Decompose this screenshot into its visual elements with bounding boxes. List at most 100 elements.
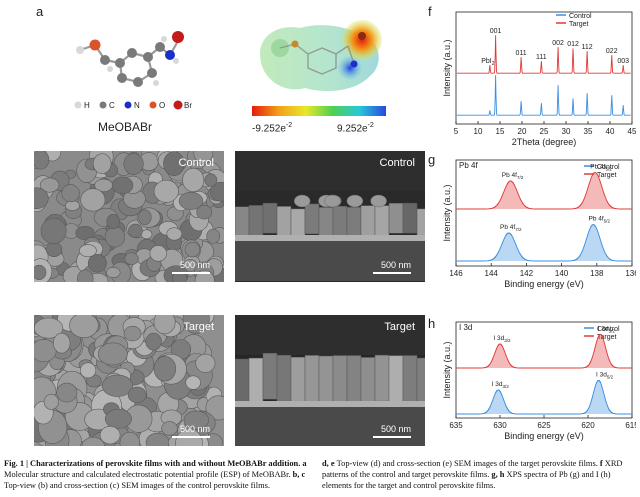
series-line-target: [456, 333, 632, 369]
y-axis-label: Intensity (a.u.): [442, 184, 452, 241]
sem-substrate: [235, 241, 425, 281]
peak-label: Pb 4f7/2: [500, 224, 522, 232]
sem-surface-grain: [324, 194, 341, 208]
sem-column: [304, 203, 320, 235]
sem-grain: [34, 264, 47, 280]
sem-column: [235, 358, 250, 406]
sem-grain: [92, 153, 112, 174]
peak-label: PbI2: [481, 58, 495, 67]
esp-max-label: 9.252e-2: [337, 122, 374, 135]
xps-i-chart: 635 630 625 620 615 Binding energy (eV) Intens…: [442, 321, 636, 441]
sem-column: [248, 205, 264, 236]
x-tick-label: 630: [493, 421, 507, 430]
sem-grain: [153, 315, 176, 335]
legend-label-control: Control: [597, 326, 620, 333]
scale-bar-e: [373, 436, 411, 438]
sem-image-target-cross: Target 500 nm: [235, 315, 425, 446]
peak-label: Pb 4f5/2: [590, 164, 612, 172]
atom-legend-label-h: H: [84, 101, 90, 110]
esp-colorbar: [252, 106, 386, 116]
sem-column: [374, 205, 390, 236]
sem-grain: [193, 151, 214, 164]
sem-column: [248, 357, 264, 405]
series-line-target: [456, 172, 632, 210]
sem-grain: [79, 362, 97, 379]
sem-tag-c: Control: [379, 157, 415, 169]
peak-label: Pb 4f7/2: [502, 172, 524, 180]
x-tick-label: 620: [581, 421, 595, 430]
x-tick-label: 40: [606, 127, 615, 136]
sem-column: [262, 352, 278, 400]
sem-grain: [34, 187, 49, 210]
esp-surface: [260, 20, 382, 92]
atom-legend-dot-h: [74, 101, 82, 109]
sem-grain: [183, 410, 210, 430]
x-tick-label: 144: [485, 269, 499, 278]
peak-label: Pb 4f5/2: [589, 216, 611, 224]
esp-min-label: -9.252e-2: [252, 122, 293, 135]
sem-grain: [45, 241, 63, 257]
sem-grain: [119, 431, 141, 446]
sem-grain: [196, 205, 213, 220]
x-axis-label: Binding energy (eV): [504, 431, 584, 441]
x-tick-label: 635: [449, 421, 463, 430]
legend-label-target: Target: [597, 172, 617, 179]
sem-surface-grain: [293, 194, 311, 208]
sem-column: [290, 356, 306, 404]
atom-legend-dot-c: [99, 101, 107, 109]
sem-layer: [235, 401, 425, 407]
sem-grain: [97, 342, 128, 366]
plot-frame: [455, 11, 633, 125]
peak-label: I 3d3/2: [492, 381, 510, 389]
sem-column: [304, 355, 320, 402]
sem-grain: [140, 229, 153, 240]
molecule-name: MeOBABr: [98, 120, 153, 134]
sem-grain: [209, 181, 224, 202]
sem-grain: [149, 245, 167, 262]
sem-grain: [40, 217, 67, 244]
sem-tag-d: Target: [183, 321, 214, 333]
sem-column: [374, 354, 390, 402]
x-tick-label: 138: [590, 269, 604, 278]
x-tick-label: 45: [628, 127, 636, 136]
panel-label-h: h: [428, 316, 436, 331]
sem-column: [416, 208, 425, 240]
peak-label: 022: [606, 48, 618, 55]
peak-label: 003: [617, 58, 629, 65]
sem-grain: [34, 339, 57, 363]
sem-column: [318, 355, 334, 403]
sem-grain: [43, 393, 59, 410]
x-tick-label: 146: [449, 269, 463, 278]
x-tick-label: 10: [474, 127, 483, 136]
sem-image-control-cross: Control 500 nm: [235, 151, 425, 282]
sem-background: [235, 151, 425, 191]
x-tick-label: 30: [562, 127, 571, 136]
panel-title: I 3d: [459, 323, 472, 332]
x-tick-label: 25: [540, 127, 549, 136]
sem-grain: [206, 228, 221, 244]
molecule-structure: [76, 31, 184, 87]
figure-caption-left: Fig. 1 | Characterizations of perovskite…: [4, 459, 307, 490]
sem-grain: [80, 188, 106, 212]
sem-grain: [104, 226, 126, 248]
peak-label: 111: [536, 54, 547, 61]
peak-label: 001: [490, 28, 502, 35]
sem-image-control-top: Control 500 nm: [34, 151, 224, 282]
figure-caption-right: d, e Top-view (d) and cross-section (e) …: [322, 459, 623, 490]
scale-label-e: 500 nm: [380, 424, 411, 434]
sem-column: [360, 205, 376, 236]
sem-column: [290, 208, 306, 240]
atom-legend-label-br: Br: [184, 101, 192, 110]
sem-grain: [111, 176, 134, 195]
x-tick-label: 5: [454, 127, 459, 136]
sem-column: [318, 207, 334, 238]
series-line-control: [456, 75, 631, 116]
scale-bar-b: [172, 272, 210, 274]
sem-column: [346, 207, 362, 238]
peak-label: I 3d3/2: [493, 335, 511, 343]
sem-grain: [106, 213, 120, 230]
sem-grain: [75, 225, 95, 241]
sem-grain: [101, 374, 134, 397]
sem-grain: [123, 153, 144, 175]
panel-label-f: f: [428, 4, 432, 19]
